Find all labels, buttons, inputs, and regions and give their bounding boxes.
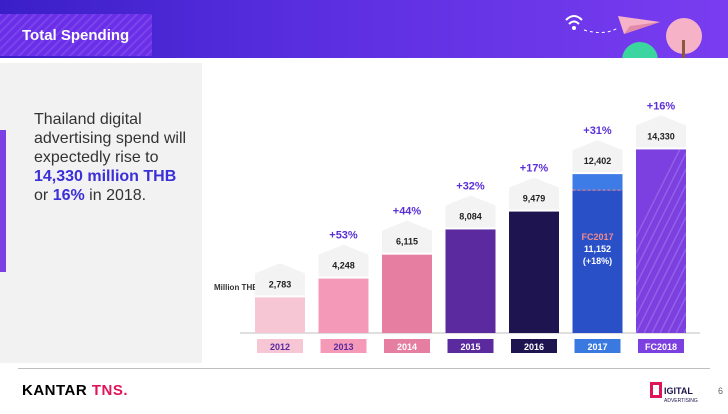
- value-arrow-2017: [572, 140, 623, 173]
- bar-fc2018-hatch: [636, 183, 686, 287]
- bar-2015: [445, 229, 496, 333]
- category-label-2017: 2017: [587, 342, 607, 352]
- bar-fc2018-hatch: [636, 231, 686, 333]
- value-arrow-2013: [318, 244, 369, 277]
- value-arrow-2012: [255, 263, 305, 296]
- bar-fc2018: [636, 149, 686, 333]
- forecast-value-label: 11,152: [584, 244, 611, 254]
- paper-plane-decoration: [565, 15, 702, 58]
- category-label-2012: 2012: [270, 342, 290, 352]
- value-label-FC2018: 14,330: [647, 131, 675, 141]
- bar-fc2018-hatch: [651, 263, 686, 333]
- value-label-2016: 9,479: [523, 194, 546, 204]
- title-box: [0, 14, 152, 56]
- value-arrow-FC2018: [636, 115, 686, 148]
- bar-fc2018-hatch: [643, 247, 686, 333]
- value-label-2015: 8,084: [459, 211, 482, 221]
- category-label-2016: 2016: [524, 342, 544, 352]
- bar-fc2018-hatch: [636, 149, 681, 239]
- digital-advertising-logo: IGITAL ADVERTISING: [650, 382, 698, 404]
- svg-text:ADVERTISING: ADVERTISING: [664, 398, 698, 404]
- category-label-2014: 2014: [397, 342, 417, 352]
- forecast-label: FC2017: [581, 232, 613, 242]
- growth-label-2013: +53%: [329, 230, 358, 242]
- growth-label-FC2018: +16%: [647, 100, 676, 112]
- wifi-icon: [565, 15, 583, 25]
- category-box-2012: [257, 339, 303, 353]
- growth-label-2014: +44%: [393, 206, 422, 218]
- value-label-2013: 4,248: [332, 261, 355, 271]
- bar-2012: [255, 297, 305, 333]
- left-panel: [0, 63, 202, 363]
- category-box-2017: [574, 339, 621, 353]
- value-label-2017: 12,402: [584, 156, 612, 166]
- bar-2014: [382, 254, 432, 333]
- page-title: Total Spending: [22, 27, 130, 44]
- description-text: Thailand digital advertising spend will …: [34, 111, 187, 204]
- category-label-FC2018: FC2018: [645, 342, 677, 352]
- bar-2013: [318, 278, 369, 333]
- highlight-amount: 14,330 million THB: [34, 168, 177, 185]
- category-box-2013: [320, 339, 367, 353]
- bar-fc2018-hatch: [636, 151, 686, 255]
- value-label-2014: 6,115: [396, 237, 418, 247]
- bar-fc2018-hatch: [636, 199, 686, 303]
- bar-2017-actual-top: [572, 174, 623, 191]
- page-number: 6: [718, 386, 724, 396]
- growth-label-2016: +17%: [520, 163, 549, 175]
- bar-fc2018-hatch: [667, 295, 686, 333]
- accent-bar: [0, 130, 6, 272]
- bar-fc2018-hatch: [659, 279, 686, 333]
- cloud-icon: [622, 42, 658, 58]
- category-box-2014: [384, 339, 430, 353]
- category-label-2013: 2013: [333, 342, 353, 352]
- svg-text:IGITAL: IGITAL: [664, 386, 693, 396]
- category-box-2015: [447, 339, 494, 353]
- bar-fc2018-hatch: [636, 167, 686, 271]
- category-box-FC2018: [638, 339, 684, 353]
- category-box-2016: [511, 339, 557, 353]
- bar-fc2018-hatch: [636, 215, 686, 319]
- unit-label: Million THB: [214, 283, 258, 292]
- growth-label-2015: +32%: [456, 180, 485, 192]
- growth-label-2017: +31%: [583, 125, 612, 137]
- footer-divider: [18, 368, 710, 369]
- value-arrow-2014: [382, 220, 432, 253]
- value-arrow-2015: [445, 195, 496, 228]
- bar-2016: [509, 211, 559, 333]
- highlight-percent: 16%: [52, 187, 85, 204]
- value-arrow-2016: [509, 177, 559, 210]
- category-label-2015: 2015: [460, 342, 480, 352]
- forecast-growth-label: (+18%): [583, 256, 612, 266]
- kantar-tns-logo: KANTAR TNS.: [22, 382, 129, 399]
- value-label-2012: 2,783: [269, 279, 292, 289]
- bar-2017: [572, 190, 623, 333]
